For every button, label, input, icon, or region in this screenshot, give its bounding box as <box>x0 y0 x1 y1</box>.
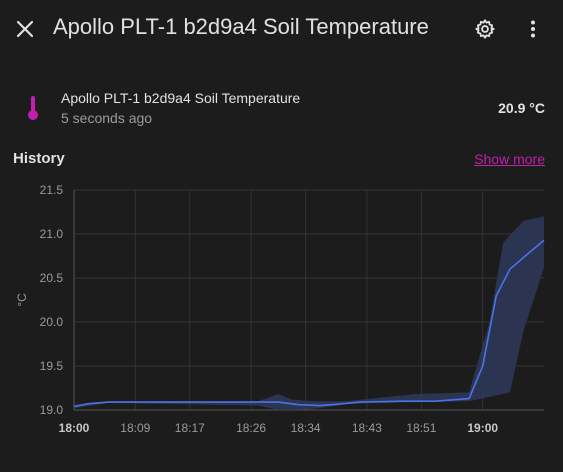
history-title: History <box>13 150 65 167</box>
series-line <box>73 239 545 408</box>
more-vertical-icon <box>531 20 535 38</box>
show-more-link[interactable]: Show more <box>474 151 545 167</box>
x-tick-label: 18:43 <box>352 421 382 435</box>
close-button[interactable] <box>7 11 43 47</box>
y-axis-label: °C <box>15 293 29 307</box>
y-tick-label: 21.0 <box>40 227 64 241</box>
thermometer-icon <box>23 94 43 127</box>
x-tick-label: 18:26 <box>236 421 266 435</box>
y-tick-label: 19.0 <box>40 403 64 417</box>
x-tick-label: 19:00 <box>467 421 498 435</box>
x-tick-label: 18:00 <box>59 421 90 435</box>
entity-state: 20.9 °C <box>498 100 545 116</box>
settings-button[interactable] <box>467 11 503 47</box>
entity-last-changed: 5 seconds ago <box>61 110 153 126</box>
more-options-button[interactable] <box>515 11 551 47</box>
x-tick-label: 18:17 <box>175 421 205 435</box>
y-tick-label: 21.5 <box>40 183 64 197</box>
x-tick-label: 18:09 <box>120 421 150 435</box>
series-band <box>74 216 544 410</box>
close-icon <box>16 20 34 38</box>
y-tick-label: 19.5 <box>40 359 64 373</box>
history-chart[interactable]: 21.5 21.0 20.5 20.0 19.5 19.0 18:00 18:09 18:17 1… <box>0 176 563 440</box>
entity-name: Apollo PLT-1 b2d9a4 Soil Temperature <box>61 90 301 106</box>
y-tick-label: 20.5 <box>40 271 64 285</box>
x-tick-label: 18:51 <box>406 421 436 435</box>
dialog-title: Apollo PLT-1 b2d9a4 Soil Temperature <box>53 14 429 39</box>
dialog-header: Apollo PLT-1 b2d9a4 Soil Temperature <box>0 0 563 58</box>
x-tick-label: 18:34 <box>291 421 321 435</box>
entity-row: Apollo PLT-1 b2d9a4 Soil Temperature 5 s… <box>0 84 563 134</box>
y-tick-label: 20.0 <box>40 315 64 329</box>
gear-icon <box>475 19 495 39</box>
